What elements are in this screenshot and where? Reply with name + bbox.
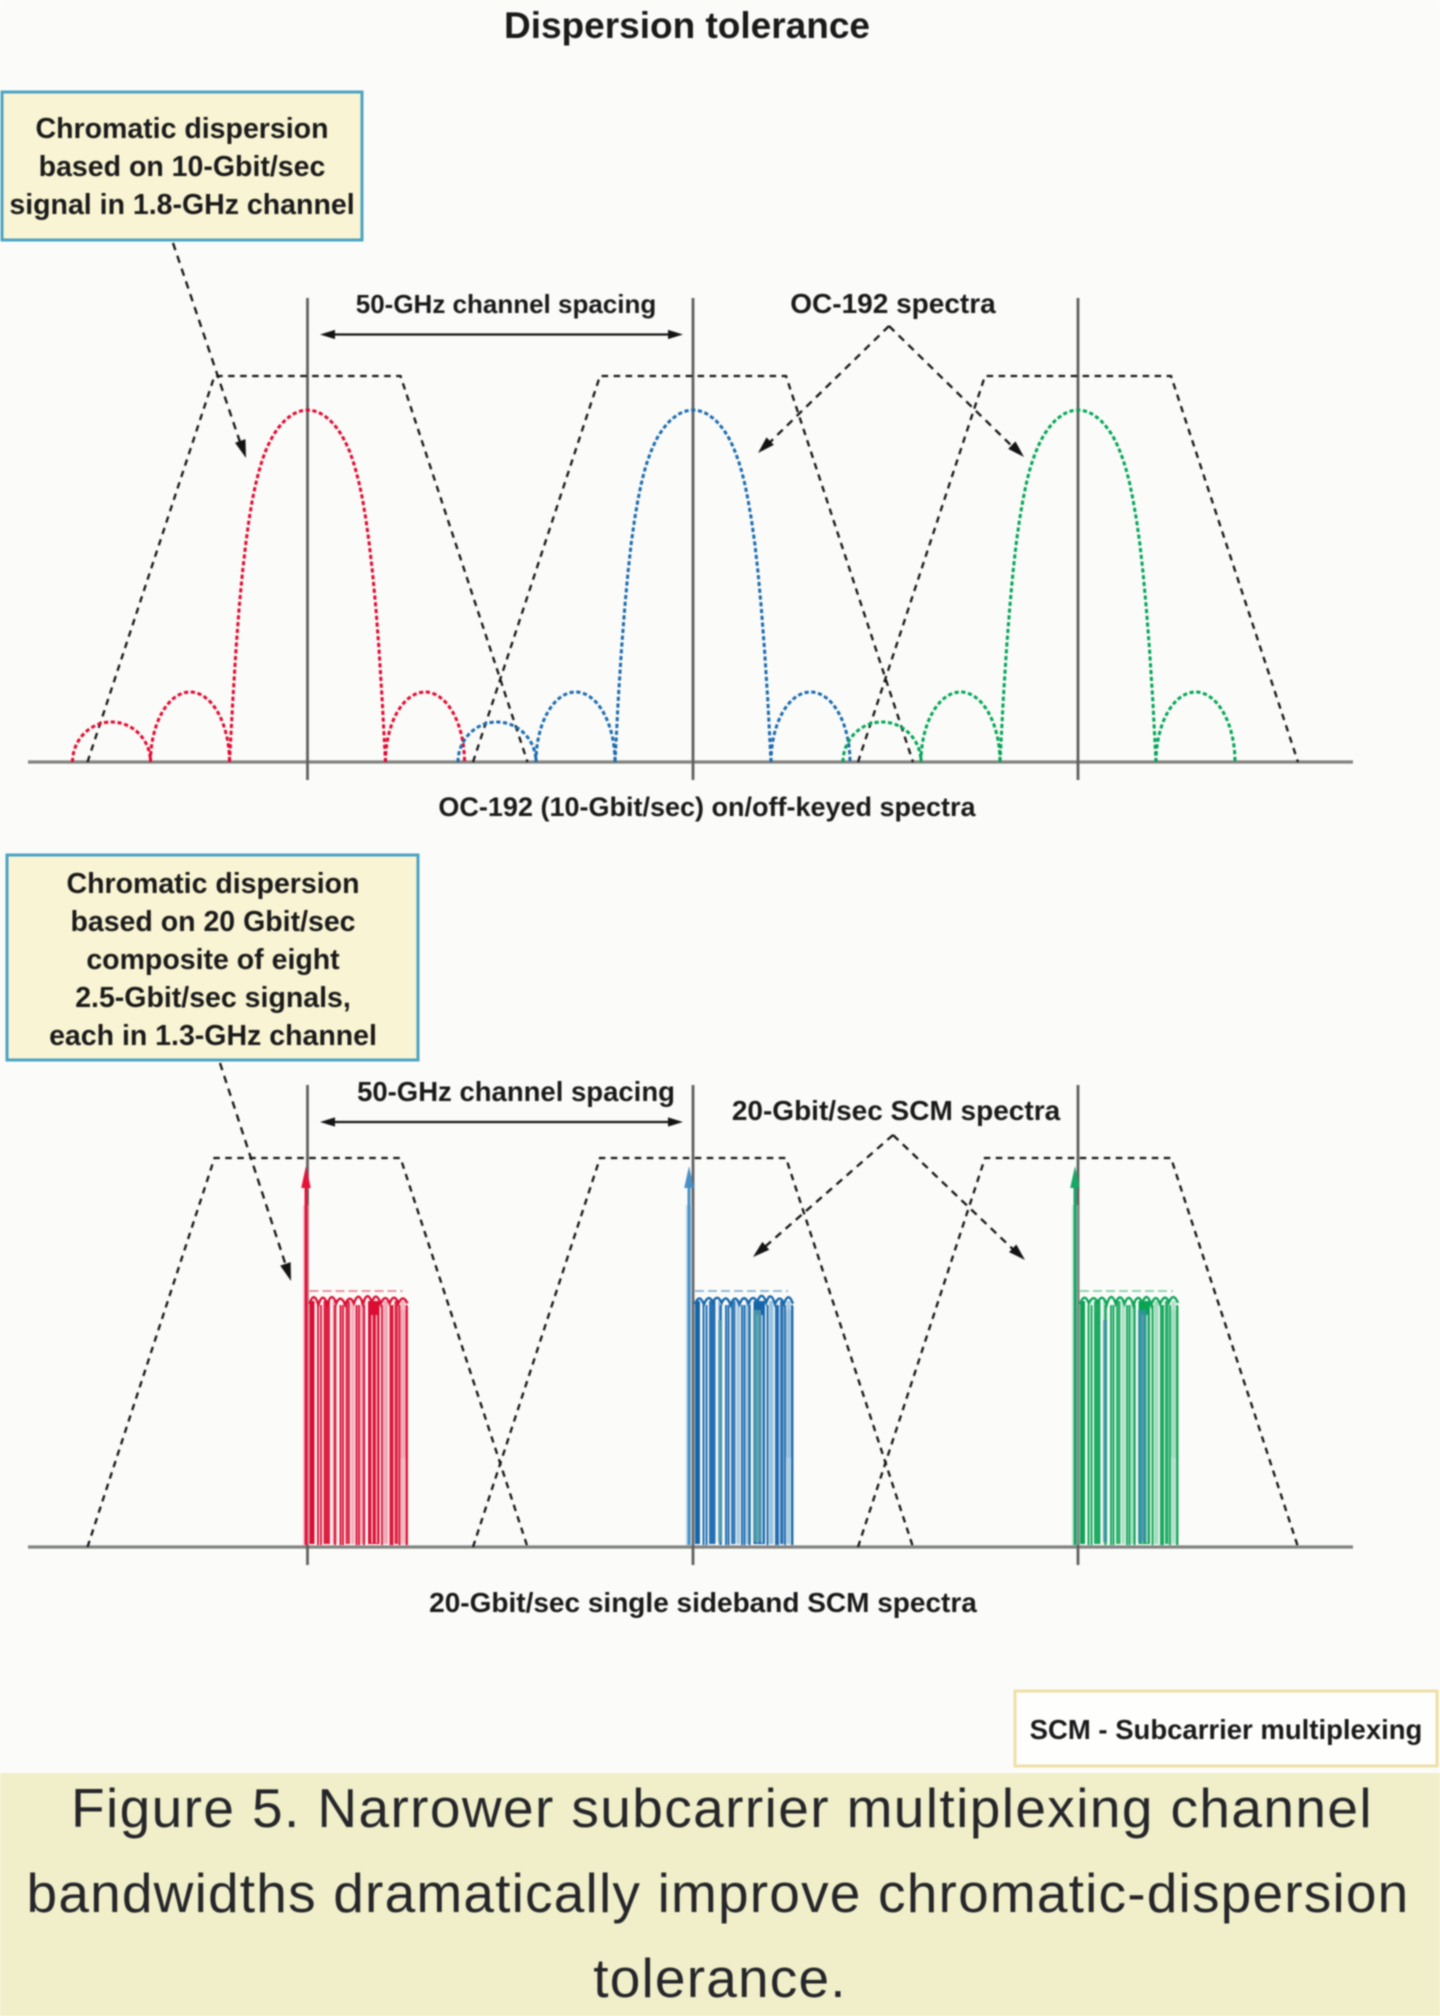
svg-text:OC-192 (10-Gbit/sec) on/off-ke: OC-192 (10-Gbit/sec) on/off-keyed spectr… [438, 792, 976, 822]
svg-text:signal in 1.8-GHz channel: signal in 1.8-GHz channel [9, 189, 354, 221]
svg-text:Dispersion tolerance: Dispersion tolerance [504, 5, 870, 46]
svg-text:50-GHz channel spacing: 50-GHz channel spacing [357, 1076, 675, 1107]
svg-text:OC-192 spectra: OC-192 spectra [790, 288, 996, 319]
svg-text:bandwidths dramatically improv: bandwidths dramatically improve chromati… [27, 1862, 1410, 1924]
svg-text:tolerance.: tolerance. [593, 1947, 847, 2009]
svg-text:based on 10-Gbit/sec: based on 10-Gbit/sec [39, 151, 326, 183]
svg-text:20-Gbit/sec SCM spectra: 20-Gbit/sec SCM spectra [732, 1095, 1061, 1126]
svg-text:based on 20 Gbit/sec: based on 20 Gbit/sec [70, 906, 355, 938]
svg-text:Figure 5. Narrower subcarrier: Figure 5. Narrower subcarrier multiplexi… [71, 1777, 1373, 1839]
svg-text:2.5-Gbit/sec signals,: 2.5-Gbit/sec signals, [75, 982, 351, 1014]
svg-text:20-Gbit/sec single sideband SC: 20-Gbit/sec single sideband SCM spectra [429, 1587, 977, 1618]
svg-text:Chromatic dispersion: Chromatic dispersion [67, 868, 360, 900]
svg-text:composite of eight: composite of eight [86, 944, 340, 976]
svg-text:Chromatic dispersion: Chromatic dispersion [36, 113, 329, 145]
svg-text:50-GHz channel spacing: 50-GHz channel spacing [356, 289, 657, 319]
svg-text:SCM - Subcarrier multiplexing: SCM - Subcarrier multiplexing [1030, 1714, 1423, 1745]
svg-text:each in 1.3-GHz channel: each in 1.3-GHz channel [49, 1020, 377, 1052]
